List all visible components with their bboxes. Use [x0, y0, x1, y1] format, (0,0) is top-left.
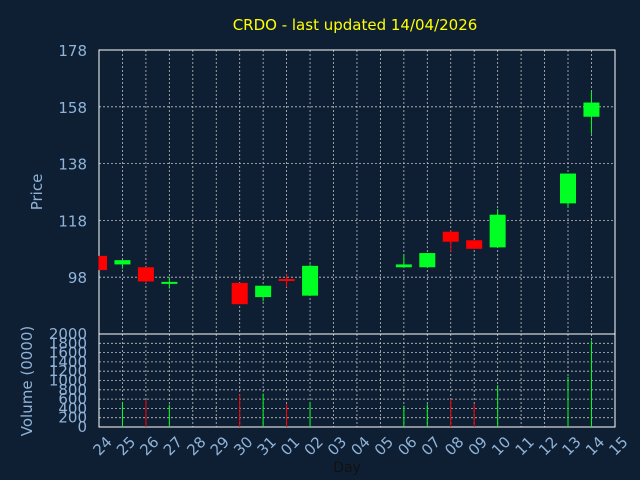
x-tick-label: 15: [605, 433, 631, 459]
x-tick-label: 01: [277, 433, 303, 459]
candle-body: [583, 102, 600, 117]
candle: [98, 255, 107, 271]
x-tick-label: 08: [441, 433, 467, 459]
volume-tick-label: 600: [58, 390, 87, 408]
volume-plot-frame: [98, 333, 616, 428]
x-tick-label: 29: [207, 433, 233, 459]
candle-body: [278, 279, 295, 282]
x-tick-label: 05: [371, 433, 397, 459]
volume-tick-label: 800: [58, 381, 87, 399]
x-axis-ticks: 2425262728293031010203040506070809101112…: [89, 433, 631, 459]
candle-body: [560, 173, 576, 204]
candle-body: [466, 240, 483, 249]
price-axis-ticks: 178 158 138 118 98: [58, 42, 87, 287]
chart-title: CRDO - last updated 14/04/2026: [233, 16, 478, 34]
candle-body: [99, 255, 107, 271]
candle-body: [231, 282, 248, 305]
volume-grid: [99, 334, 615, 427]
candle: [114, 260, 131, 269]
volume-tick-label: 200: [58, 409, 87, 427]
x-tick-label: 11: [512, 433, 538, 459]
x-tick-label: 02: [301, 433, 327, 459]
volume-tick-label: 1200: [49, 362, 87, 380]
price-tick-label: 138: [58, 156, 87, 174]
volume-tick-label: 1600: [49, 344, 87, 362]
volume-tick-label: 1400: [49, 353, 87, 371]
candle: [137, 267, 154, 283]
x-tick-label: 30: [230, 433, 256, 459]
x-tick-label: 13: [558, 433, 584, 459]
x-tick-label: 03: [324, 433, 350, 459]
candle-body: [255, 285, 272, 298]
candle: [231, 282, 248, 305]
x-tick-label: 24: [89, 433, 115, 459]
candle: [489, 209, 506, 248]
volume-tick-label: 400: [58, 399, 87, 417]
price-panel: 178 158 138 118 98 Price: [28, 42, 616, 335]
candle-body: [114, 260, 131, 265]
volume-tick-label: 2000: [49, 325, 87, 343]
x-tick-label: 14: [582, 433, 608, 459]
candle: [419, 253, 436, 268]
candle-body: [419, 253, 436, 268]
x-tick-label: 28: [183, 433, 209, 459]
candle: [278, 274, 295, 288]
x-tick-label: 26: [136, 433, 162, 459]
x-tick-label: 27: [160, 433, 186, 459]
price-tick-label: 178: [58, 42, 87, 60]
candle-body: [395, 264, 412, 268]
x-tick-label: 31: [254, 433, 280, 459]
volume-tick-label: 1000: [49, 372, 87, 390]
x-tick-label: 09: [465, 433, 491, 459]
candle: [255, 285, 272, 302]
candle: [583, 91, 600, 134]
price-axis-label: Price: [28, 174, 46, 211]
candle-body: [442, 231, 459, 242]
x-tick-label: 06: [394, 433, 420, 459]
candle-body: [161, 281, 178, 284]
candle: [395, 254, 412, 268]
candle: [302, 264, 319, 296]
price-tick-label: 98: [68, 269, 87, 287]
volume-tick-label: 1800: [49, 334, 87, 352]
x-tick-label: 25: [113, 433, 139, 459]
candle-body: [302, 265, 319, 296]
volume-tick-label: 0: [77, 418, 87, 436]
x-tick-label: 07: [418, 433, 444, 459]
volume-bars: [121, 340, 592, 427]
x-tick-label: 12: [535, 433, 561, 459]
x-tick-label: 04: [347, 433, 373, 459]
x-tick-label: 10: [488, 433, 514, 459]
candle: [560, 173, 576, 208]
price-tick-label: 118: [58, 212, 87, 230]
candle: [442, 230, 459, 252]
candle-body: [489, 214, 506, 248]
candle-body: [137, 267, 154, 282]
candle: [466, 240, 483, 249]
volume-axis-label: Volume (0000): [18, 326, 36, 436]
candle: [161, 277, 178, 289]
x-axis-label: Day: [333, 460, 361, 476]
candles: [98, 91, 600, 305]
price-tick-label: 158: [58, 99, 87, 117]
price-grid: [99, 49, 615, 334]
